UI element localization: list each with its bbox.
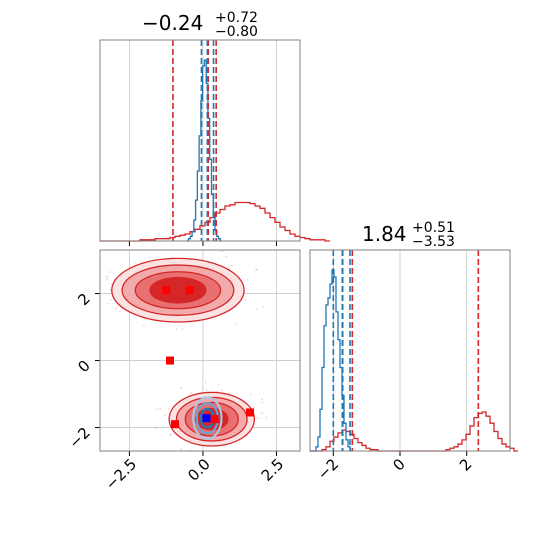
histogram-step xyxy=(310,411,518,452)
sample-point xyxy=(96,274,98,276)
sample-point xyxy=(204,381,207,384)
param1-title-plus: +0.72 xyxy=(215,10,258,26)
sample-point xyxy=(228,392,231,395)
param2-title-minus: −3.53 xyxy=(412,234,455,250)
sample-point xyxy=(154,427,157,430)
panel-frame xyxy=(99,249,301,452)
sample-point xyxy=(261,398,264,401)
x-tick-label: −2 xyxy=(314,455,342,483)
panel-frame xyxy=(99,39,301,242)
x-tick-label: 0 xyxy=(389,455,408,474)
histogram-step xyxy=(100,201,330,242)
x-tick-label: −2.5 xyxy=(102,455,140,493)
param2-title-plus: +0.51 xyxy=(412,220,455,236)
blue-contour-level xyxy=(192,396,223,441)
sample-point xyxy=(201,388,204,390)
sample-point xyxy=(156,426,159,429)
sample-point xyxy=(105,276,108,279)
red-marker xyxy=(185,286,194,295)
param1-vs-param2-contour-panel: −2.5 0.0 2.5 −2 0 2 xyxy=(65,247,301,494)
sample-point xyxy=(246,278,249,281)
sample-point xyxy=(261,401,264,404)
red-marker xyxy=(166,356,174,365)
sample-point xyxy=(190,392,193,395)
red-marker xyxy=(171,420,179,429)
x-tick-label: 0.0 xyxy=(184,455,214,485)
sample-point xyxy=(181,328,184,331)
sample-point xyxy=(106,302,109,305)
sample-point xyxy=(159,408,162,410)
sample-point xyxy=(169,434,172,436)
blue-marker xyxy=(202,414,211,423)
panel-frame xyxy=(309,249,511,452)
sample-point xyxy=(109,299,112,301)
y-tick-label: −2 xyxy=(65,424,93,452)
param1-title: −0.24 +0.72 −0.80 xyxy=(142,10,258,40)
sample-point xyxy=(156,408,158,411)
x-tick-label: 2 xyxy=(456,455,475,474)
red-contour-level xyxy=(149,276,207,304)
sample-point xyxy=(180,448,183,451)
sample-point xyxy=(256,268,258,271)
sample-point xyxy=(221,389,223,392)
sample-point xyxy=(180,387,183,389)
sample-point xyxy=(205,389,208,392)
y-tick-label: 0 xyxy=(74,357,93,376)
sample-point xyxy=(230,264,233,267)
histogram-step xyxy=(310,269,352,452)
red-marker xyxy=(246,408,254,417)
sample-point xyxy=(253,406,255,409)
sample-point xyxy=(134,261,137,264)
sample-point xyxy=(249,393,252,396)
sample-point xyxy=(225,255,228,258)
param1-title-value: −0.24 xyxy=(142,11,203,35)
sample-point xyxy=(106,278,109,281)
sample-point xyxy=(164,414,166,416)
sample-point xyxy=(265,416,268,419)
sample-point xyxy=(234,323,237,326)
sample-point xyxy=(109,271,111,273)
sample-point xyxy=(255,308,258,310)
sample-point xyxy=(244,298,247,301)
sample-point xyxy=(118,310,121,313)
sample-point xyxy=(256,417,259,419)
sample-point xyxy=(109,289,112,291)
param2-histogram-panel: −2 0 2 xyxy=(309,249,518,483)
red-marker xyxy=(162,286,171,295)
param1-histogram-panel xyxy=(99,39,330,246)
sample-point xyxy=(143,324,145,327)
sample-point xyxy=(261,412,263,415)
sample-point xyxy=(216,390,219,393)
contour-layer xyxy=(96,247,268,451)
sample-point xyxy=(262,305,264,308)
sample-point xyxy=(144,318,147,321)
param2-title: 1.84 +0.51 −3.53 xyxy=(362,220,455,250)
sample-point xyxy=(175,328,178,330)
x-tick-label: 2.5 xyxy=(258,455,288,485)
sample-point xyxy=(167,407,170,410)
sample-point xyxy=(106,275,109,278)
param1-title-minus: −0.80 xyxy=(215,24,258,40)
param2-title-value: 1.84 xyxy=(362,222,407,246)
sample-point xyxy=(183,247,185,249)
sample-point xyxy=(221,250,224,253)
sample-point xyxy=(115,308,117,310)
y-tick-label: 2 xyxy=(74,290,93,309)
red-marker xyxy=(210,415,219,424)
sample-point xyxy=(217,383,220,386)
